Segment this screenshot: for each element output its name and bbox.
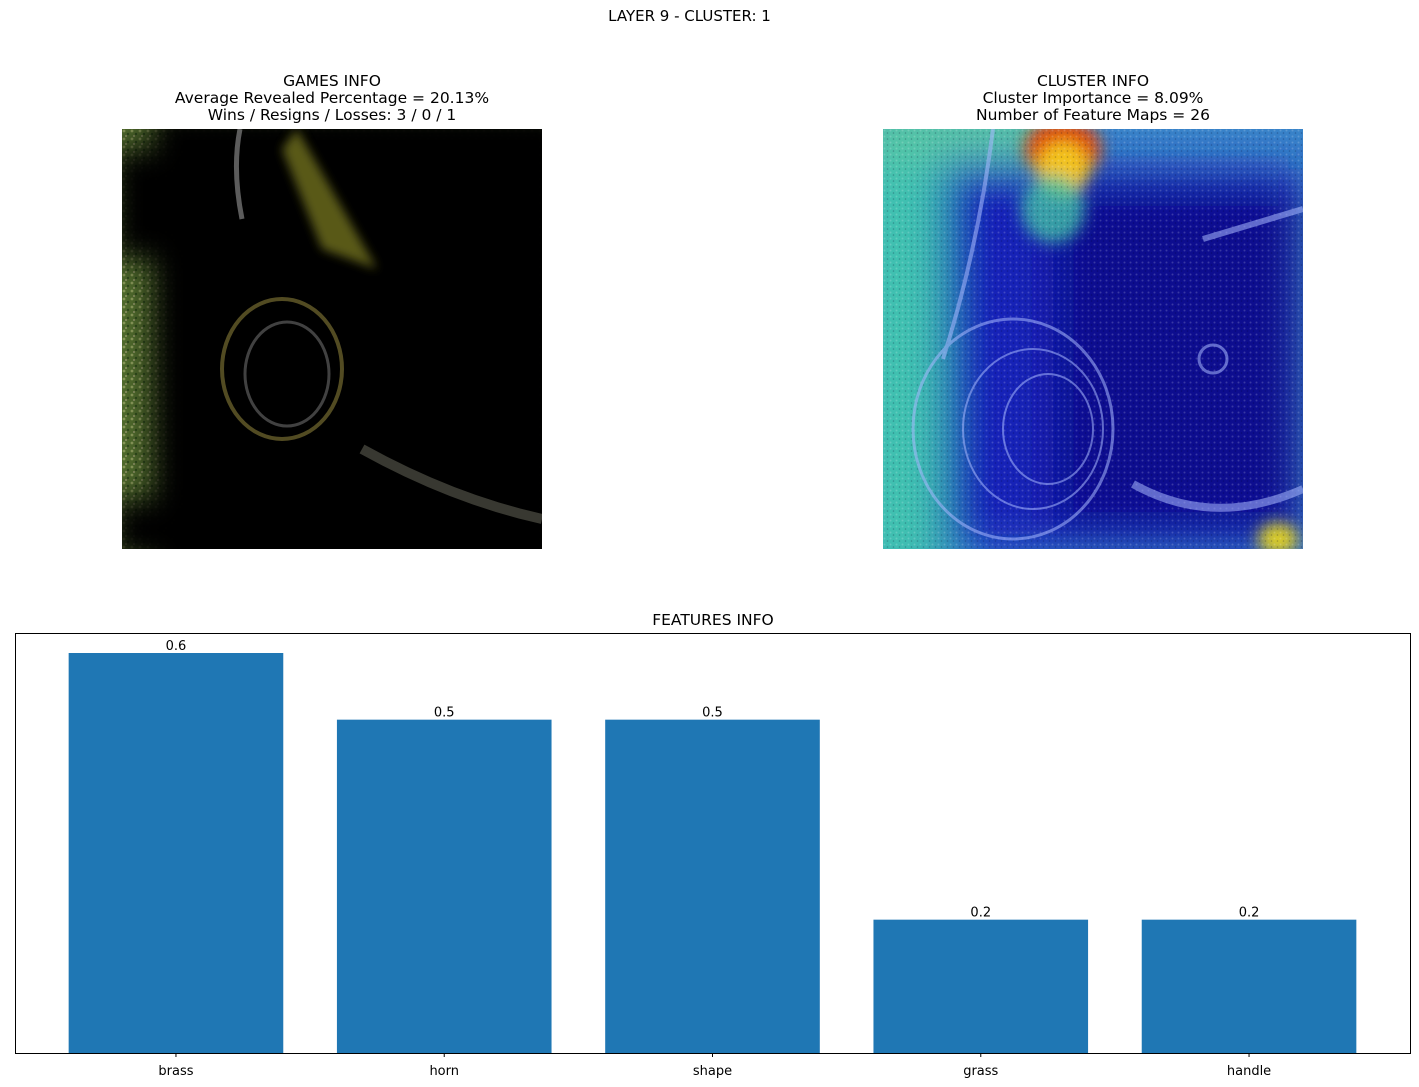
figure-suptitle: LAYER 9 - CLUSTER: 1: [608, 7, 771, 25]
x-tick-label-shape: shape: [693, 1064, 732, 1079]
cluster-heatmap-image: [883, 129, 1303, 549]
bar-shape: [605, 719, 820, 1053]
bar-handle: [1141, 919, 1357, 1053]
data-labels-layer: 0.6 0.5 0.5 0.2 0.2: [166, 639, 1260, 921]
wins-resigns-losses: Wins / Resigns / Losses: 3 / 0 / 1: [207, 106, 457, 124]
bars-layer: [68, 653, 1357, 1053]
data-label-handle: 0.2: [1239, 906, 1260, 921]
bar-horn: [336, 719, 552, 1053]
data-label-brass: 0.6: [166, 639, 187, 654]
number-of-feature-maps: Number of Feature Maps = 26: [976, 106, 1210, 124]
data-label-horn: 0.5: [434, 706, 455, 721]
average-revealed-percentage: Average Revealed Percentage = 20.13%: [174, 89, 490, 107]
bar-grass: [873, 919, 1089, 1053]
x-tick-label-horn: horn: [429, 1064, 459, 1079]
masked-game-image: [122, 129, 542, 549]
x-tick-label-grass: grass: [963, 1064, 998, 1079]
features-info-title: FEATURES INFO: [652, 611, 774, 629]
x-ticks-layer: brass horn shape grass handle: [158, 1053, 1271, 1079]
data-label-shape: 0.5: [702, 706, 723, 721]
x-tick-label-brass: brass: [158, 1064, 193, 1079]
games-info-title: GAMES INFO Average Revealed Percentage =…: [122, 73, 542, 124]
bar-brass: [68, 653, 284, 1053]
data-label-grass: 0.2: [970, 906, 991, 921]
cluster-info-title: CLUSTER INFO Cluster Importance = 8.09% …: [883, 73, 1303, 124]
x-tick-label-handle: handle: [1227, 1064, 1271, 1079]
cluster-importance: Cluster Importance = 8.09%: [982, 89, 1204, 107]
cluster-info-heading: CLUSTER INFO: [1036, 72, 1150, 90]
games-info-heading: GAMES INFO: [283, 72, 381, 90]
